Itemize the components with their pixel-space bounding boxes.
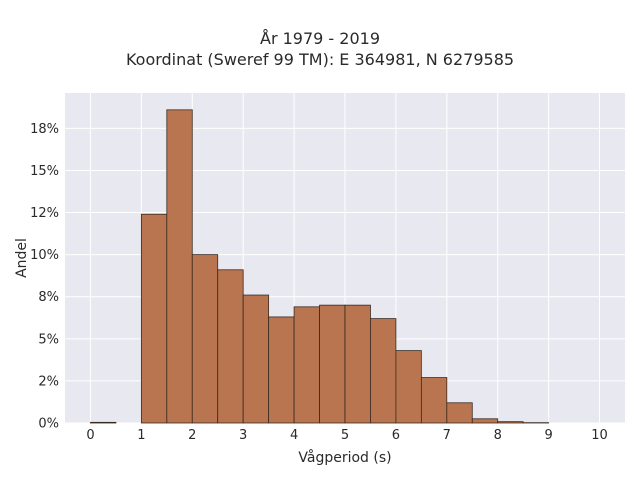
x-axis-label: Vågperiod (s)	[298, 449, 391, 466]
histogram-bar	[319, 304, 346, 424]
histogram-bar	[268, 316, 295, 424]
histogram-bar	[446, 402, 473, 424]
x-tick-label: 10	[591, 428, 608, 443]
x-tick-label: 4	[290, 428, 298, 443]
histogram-bar	[420, 377, 448, 424]
y-tick-labels: 0% 2% 5% 8% 10% 12% 15% 18%	[30, 122, 59, 432]
histogram-bar	[242, 294, 270, 424]
y-tick-label: 12%	[30, 206, 59, 221]
x-tick-labels: 0 1 2 3 4 5 6 7 8 9 10	[86, 428, 608, 443]
histogram-bar	[217, 269, 244, 424]
histogram-bar	[293, 306, 320, 424]
x-tick-label: 7	[443, 428, 451, 443]
y-tick-label: 10%	[30, 248, 59, 263]
histogram-bar	[344, 304, 371, 424]
y-tick-label: 5%	[38, 332, 59, 347]
x-tick-label: 6	[392, 428, 400, 443]
y-tick-label: 0%	[38, 417, 59, 432]
x-tick-label: 8	[494, 428, 502, 443]
y-tick-label: 18%	[30, 122, 59, 137]
x-tick-label: 1	[137, 428, 145, 443]
histogram-bar	[191, 254, 219, 424]
bars	[90, 109, 550, 424]
histogram-bar	[370, 318, 397, 424]
histogram-bar	[471, 418, 499, 424]
chart-subtitle: Koordinat (Sweref 99 TM): E 364981, N 62…	[125, 50, 515, 69]
histogram-bar	[395, 350, 422, 424]
chart-title: År 1979 - 2019	[260, 29, 380, 48]
histogram-bar	[166, 109, 193, 424]
histogram-bar	[90, 421, 117, 424]
y-tick-label: 8%	[38, 290, 59, 305]
histogram-bar	[497, 421, 524, 424]
x-tick-label: 0	[86, 428, 94, 443]
histogram-bar	[140, 213, 168, 424]
y-tick-label: 2%	[38, 374, 59, 389]
y-axis-label: Andel	[14, 238, 30, 278]
x-tick-label: 2	[188, 428, 196, 443]
y-tick-label: 15%	[30, 164, 59, 179]
x-tick-label: 9	[544, 428, 552, 443]
x-tick-label: 3	[239, 428, 247, 443]
x-tick-label: 5	[341, 428, 349, 443]
